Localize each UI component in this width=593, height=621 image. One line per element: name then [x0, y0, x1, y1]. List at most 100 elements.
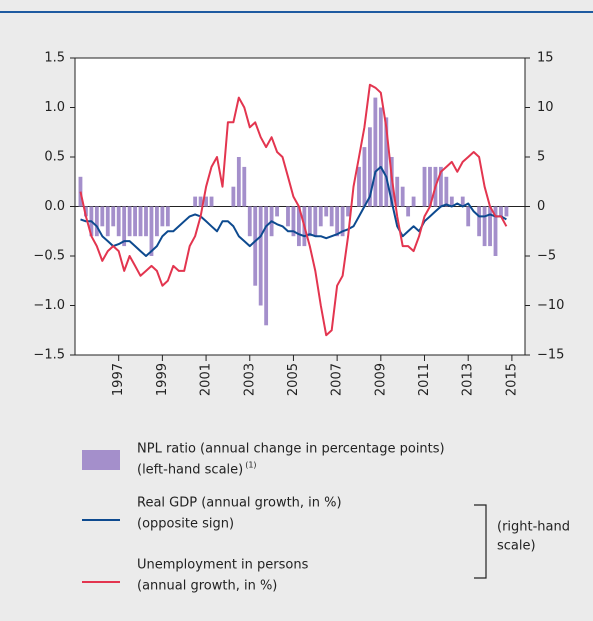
bar — [444, 176, 449, 207]
x-tick-label: 2013 — [461, 363, 476, 396]
bar — [84, 206, 88, 217]
bar — [378, 107, 383, 207]
x-tick-label: 2003 — [242, 363, 257, 396]
y-tick-label: 0.5 — [44, 150, 65, 165]
bar — [165, 206, 170, 227]
bar — [253, 206, 258, 286]
bar — [291, 206, 296, 237]
y2-tick-label: 5 — [537, 150, 545, 165]
bar — [466, 206, 471, 227]
bar — [488, 206, 492, 247]
y2-tick-label: 15 — [537, 51, 554, 66]
bar — [422, 166, 427, 207]
bar — [231, 186, 236, 207]
bar — [357, 166, 361, 207]
y2-tick-label: 0 — [537, 199, 545, 214]
bar — [477, 206, 482, 237]
y2-tick-label: −10 — [537, 298, 564, 313]
bar — [264, 206, 269, 326]
bar — [313, 206, 318, 237]
x-tick-label: 2009 — [373, 363, 388, 396]
bar — [100, 206, 105, 227]
bar — [258, 206, 263, 306]
legend-label: Unemployment in persons — [137, 558, 309, 573]
legend-bracket — [474, 504, 487, 579]
bar — [400, 186, 405, 207]
bar — [482, 206, 487, 247]
bar — [384, 117, 389, 207]
bar — [307, 206, 312, 237]
y-tick-label: 1.5 — [44, 51, 65, 66]
legend-note: (opposite sign) — [137, 517, 234, 532]
x-tick-label: 2015 — [504, 363, 519, 396]
bar — [493, 206, 498, 256]
bar — [335, 206, 340, 237]
bar — [138, 206, 143, 237]
bar — [193, 196, 198, 207]
bar — [395, 176, 400, 207]
legend-footnote: (1) — [245, 461, 256, 470]
line — [79, 83, 508, 337]
x-tick-label: 2011 — [417, 363, 432, 396]
y-tick-label: 0.0 — [44, 199, 65, 214]
bar — [340, 206, 345, 237]
bar — [149, 206, 154, 256]
legend-note: (annual growth, in %) — [137, 579, 277, 594]
bar — [242, 166, 247, 207]
bar — [275, 206, 279, 217]
bar — [160, 206, 165, 227]
y-tick-label: −1.5 — [33, 348, 65, 363]
bar — [346, 206, 350, 217]
bar — [499, 206, 503, 217]
bar — [127, 206, 132, 237]
bar — [438, 166, 443, 207]
legend-note: (left-hand scale) — [137, 463, 243, 478]
legend-scale-note: scale) — [497, 539, 536, 554]
legend-scale-note: (right-hand — [497, 520, 570, 535]
y-tick-label: −0.5 — [33, 249, 65, 264]
legend-label: NPL ratio (annual change in percentage p… — [137, 442, 445, 457]
y-tick-label: 1.0 — [44, 100, 65, 115]
y-tick-label: −1.0 — [33, 298, 65, 313]
x-tick-label: 2005 — [286, 363, 301, 396]
bar — [406, 206, 411, 217]
x-tick-label: 2007 — [330, 363, 345, 396]
legend-swatch — [82, 450, 120, 470]
bar — [428, 166, 432, 207]
y2-tick-label: −5 — [537, 249, 556, 264]
x-tick-label: 1999 — [155, 363, 170, 396]
bar — [94, 206, 99, 237]
bar — [362, 147, 367, 207]
top-rule — [0, 11, 593, 13]
x-tick-label: 2001 — [199, 363, 214, 396]
bar — [329, 206, 334, 227]
x-tick-label: 1997 — [111, 363, 126, 396]
bar — [144, 206, 148, 237]
bar — [449, 196, 454, 207]
y2-tick-label: 10 — [537, 100, 554, 115]
line — [80, 165, 507, 257]
bar — [105, 206, 110, 237]
bar — [155, 206, 159, 237]
bar — [209, 196, 214, 207]
bar — [296, 206, 301, 247]
legend-label: Real GDP (annual growth, in %) — [137, 496, 342, 511]
bar — [373, 97, 378, 207]
bar — [504, 206, 509, 217]
bar — [236, 157, 241, 207]
bar — [122, 206, 127, 247]
bar — [133, 206, 137, 237]
bar — [324, 206, 329, 217]
bar — [367, 127, 372, 207]
bar — [318, 206, 323, 227]
bar — [116, 206, 121, 237]
bar — [286, 206, 290, 227]
bar — [111, 206, 116, 227]
bar — [204, 196, 208, 207]
y2-tick-label: −15 — [537, 348, 564, 363]
bar — [411, 196, 416, 207]
bar — [198, 196, 203, 207]
bar — [247, 206, 252, 237]
